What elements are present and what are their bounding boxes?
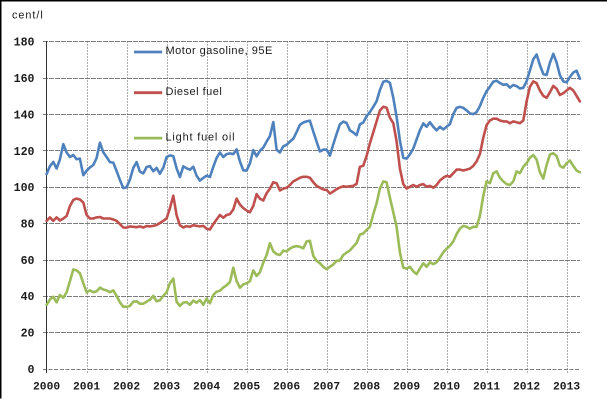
svg-text:120: 120 <box>14 146 35 159</box>
svg-text:2012: 2012 <box>513 381 540 393</box>
svg-text:Light fuel oil: Light fuel oil <box>166 131 236 143</box>
svg-text:Diesel fuel: Diesel fuel <box>166 86 223 98</box>
svg-text:100: 100 <box>14 182 35 195</box>
svg-text:80: 80 <box>21 219 35 232</box>
svg-text:140: 140 <box>14 109 35 122</box>
svg-text:2004: 2004 <box>193 381 220 393</box>
svg-text:2008: 2008 <box>353 381 380 393</box>
svg-text:2002: 2002 <box>113 381 140 393</box>
svg-text:2013: 2013 <box>553 381 580 393</box>
svg-text:2000: 2000 <box>33 381 60 393</box>
svg-text:cent/l: cent/l <box>12 10 44 22</box>
svg-text:2009: 2009 <box>393 381 420 393</box>
svg-text:2011: 2011 <box>473 381 500 393</box>
svg-text:0: 0 <box>28 364 35 377</box>
svg-text:2010: 2010 <box>433 381 460 393</box>
svg-text:160: 160 <box>14 73 35 86</box>
svg-text:2006: 2006 <box>273 381 300 393</box>
svg-text:Motor gasoline, 95E: Motor gasoline, 95E <box>166 45 273 57</box>
svg-text:2001: 2001 <box>73 381 100 393</box>
svg-text:2003: 2003 <box>153 381 180 393</box>
svg-text:2005: 2005 <box>233 381 260 393</box>
svg-text:20: 20 <box>21 328 35 341</box>
svg-text:180: 180 <box>14 37 35 50</box>
svg-text:2007: 2007 <box>313 381 340 393</box>
svg-text:60: 60 <box>21 255 35 268</box>
svg-text:40: 40 <box>21 291 35 304</box>
